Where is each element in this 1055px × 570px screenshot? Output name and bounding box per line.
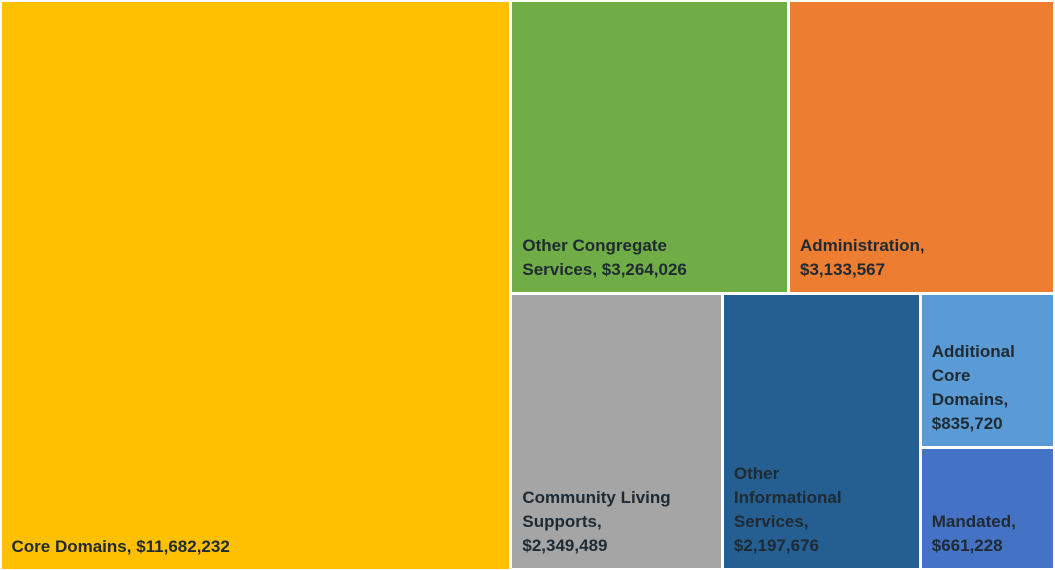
tile-mandated: Mandated, $661,228 [921, 449, 1054, 569]
tile-label-core-domains: Core Domains, $11,682,232 [11, 536, 230, 556]
tile-label-other-congregate-services: Other Congregate Services, $3,264,026 [522, 235, 687, 279]
tile-label-community-living-supports: Community Living Supports, $2,349,489 [522, 488, 671, 556]
tile-label-other-informational-services: Other Informational Services, $2,197,676 [733, 464, 842, 556]
tile-label-mandated: Mandated, $661,228 [931, 512, 1016, 556]
tile-administration: Administration, $3,133,567 [789, 1, 1054, 292]
tile-other-congregate-services: Other Congregate Services, $3,264,026 [512, 1, 787, 292]
tile-community-living-supports: Community Living Supports, $2,349,489 [512, 294, 721, 569]
tile-label-administration: Administration, $3,133,567 [799, 235, 925, 279]
tile-label-additional-core-domains: Additional Core Domains, $835,720 [931, 342, 1015, 434]
tile-additional-core-domains: Additional Core Domains, $835,720 [921, 294, 1054, 447]
tile-other-informational-services: Other Informational Services, $2,197,676 [723, 294, 919, 569]
tile-core-domains: Core Domains, $11,682,232 [1, 1, 510, 569]
